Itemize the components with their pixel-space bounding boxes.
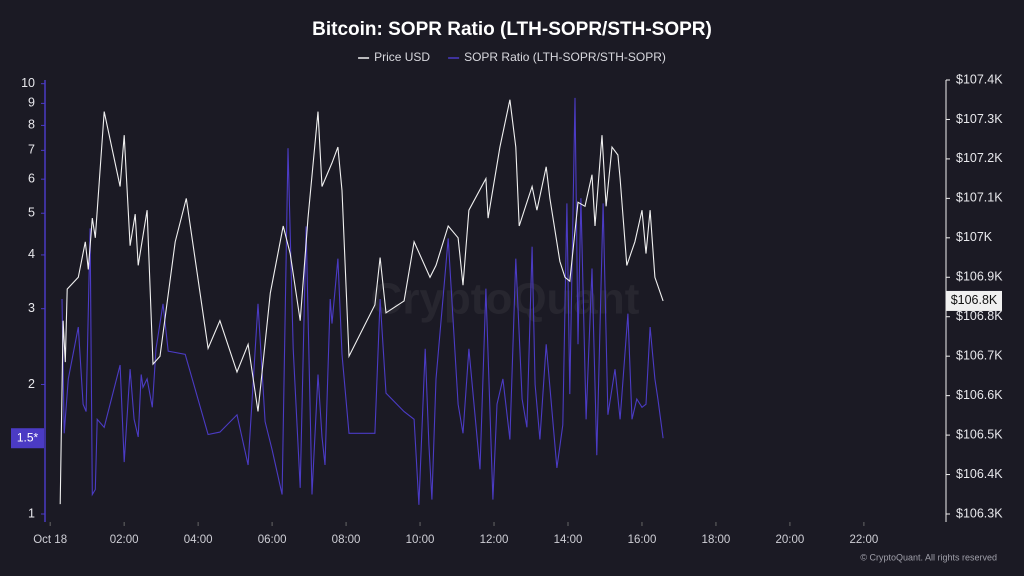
x-tick-label: 02:00 bbox=[110, 534, 139, 546]
y2-tick-label: $107.3K bbox=[956, 112, 1003, 126]
y2-tick-label: $106.7K bbox=[956, 348, 1003, 362]
last-value-label: $106.8K bbox=[951, 293, 998, 307]
y-tick-label: 8 bbox=[28, 118, 35, 132]
y2-tick-label: $106.5K bbox=[956, 427, 1003, 441]
x-tick-label: Oct 18 bbox=[33, 534, 67, 546]
last-value-label: 1.5* bbox=[17, 430, 39, 444]
footer: © CryptoQuant. All rights reserved bbox=[860, 552, 997, 562]
y-tick-label: 6 bbox=[28, 171, 35, 185]
series-line bbox=[61, 97, 664, 505]
chart-title: Bitcoin: SOPR Ratio (LTH-SOPR/STH-SOPR) bbox=[312, 19, 712, 40]
last-value-tag bbox=[11, 428, 44, 449]
series-line bbox=[59, 99, 664, 505]
x-tick-label: 20:00 bbox=[776, 534, 805, 546]
x-tick-label: 12:00 bbox=[480, 534, 509, 546]
y2-tick-label: $107K bbox=[956, 230, 993, 244]
y2-tick-label: $106.4K bbox=[956, 467, 1003, 481]
y-tick-label: 4 bbox=[28, 247, 35, 261]
y2-tick-label: $106.3K bbox=[956, 506, 1003, 520]
x-tick-label: 10:00 bbox=[406, 534, 435, 546]
y2-tick-label: $106.9K bbox=[956, 270, 1003, 284]
last-value-tag bbox=[946, 290, 1002, 311]
x-tick-label: 16:00 bbox=[628, 534, 657, 546]
y2-tick-label: $107.4K bbox=[956, 72, 1003, 86]
y-tick-label: 3 bbox=[28, 301, 35, 315]
x-tick-label: 04:00 bbox=[184, 534, 213, 546]
legend-label: Price USD bbox=[374, 50, 430, 64]
y-tick-label: 2 bbox=[28, 377, 35, 391]
watermark: CryptoQuant bbox=[371, 275, 640, 324]
x-tick-label: 08:00 bbox=[332, 534, 361, 546]
y-tick-label: 7 bbox=[28, 143, 35, 157]
legend-label: SOPR Ratio (LTH-SOPR/STH-SOPR) bbox=[464, 50, 666, 64]
y2-tick-label: $106.6K bbox=[956, 388, 1003, 402]
y-tick-label: 9 bbox=[28, 96, 35, 110]
x-tick-label: 14:00 bbox=[554, 534, 583, 546]
y2-tick-label: $107.1K bbox=[956, 191, 1003, 205]
y-tick-label: 5 bbox=[28, 206, 35, 220]
y2-tick-label: $106.8K bbox=[956, 309, 1003, 323]
x-tick-label: 06:00 bbox=[258, 534, 287, 546]
y2-tick-label: $107.2K bbox=[956, 151, 1003, 165]
x-tick-label: 18:00 bbox=[702, 534, 731, 546]
y-tick-label: 1 bbox=[28, 506, 35, 520]
x-tick-label: 22:00 bbox=[849, 534, 878, 546]
y-tick-label: 10 bbox=[21, 76, 35, 90]
